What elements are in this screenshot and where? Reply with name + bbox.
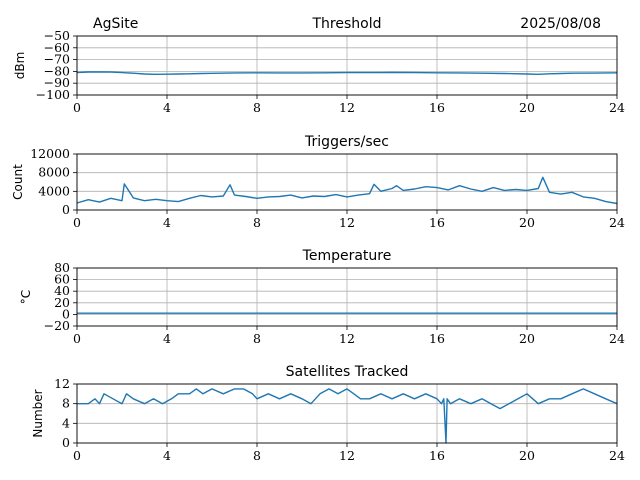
x-tick-label: 8 [253, 215, 261, 230]
y-tick-label: 8 [62, 396, 70, 411]
panel-title: Triggers/sec [304, 134, 389, 150]
x-tick-label: 0 [73, 448, 81, 463]
date-label: 2025/08/08 [520, 16, 601, 32]
x-tick-label: 16 [429, 100, 445, 115]
x-tick-label: 0 [73, 331, 81, 346]
x-tick-label: 24 [609, 100, 625, 115]
x-tick-label: 16 [429, 448, 445, 463]
x-tick-label: 4 [163, 100, 171, 115]
y-tick-label: 0 [62, 202, 70, 217]
x-tick-label: 8 [253, 331, 261, 346]
x-tick-label: 16 [429, 215, 445, 230]
y-axis-label: Count [11, 164, 25, 200]
x-tick-label: 4 [163, 215, 171, 230]
panel-3: 0 4 8 12 16 20 24 0 4 8 12 Satellites Tracked Number [31, 364, 625, 463]
y-tick-label: −90 [44, 75, 70, 90]
y-tick-label: −20 [44, 318, 70, 333]
x-tick-label: 12 [339, 448, 355, 463]
y-tick-label: 60 [54, 272, 70, 287]
y-tick-label: 12000 [30, 146, 70, 161]
series-line-1-0 [76, 176, 618, 205]
y-axis-label: dBm [13, 52, 27, 80]
y-tick-label: 0 [62, 435, 70, 450]
y-tick-label: −60 [44, 40, 70, 55]
x-tick-label: 16 [429, 331, 445, 346]
y-tick-label: 4 [62, 415, 70, 430]
x-tick-label: 24 [609, 448, 625, 463]
y-tick-label: −50 [44, 28, 70, 43]
y-axis-label: Number [31, 389, 45, 437]
y-tick-label: 20 [54, 295, 70, 310]
panel-title: Threshold [312, 16, 382, 32]
y-tick-label: −70 [44, 52, 70, 67]
x-tick-label: 8 [253, 100, 261, 115]
y-axis-label: °C [19, 290, 33, 304]
x-tick-label: 8 [253, 448, 261, 463]
x-tick-label: 4 [163, 331, 171, 346]
x-tick-label: 20 [519, 448, 535, 463]
panel-title: Temperature [302, 248, 392, 264]
panel-title: Satellites Tracked [286, 364, 409, 380]
y-tick-label: 40 [54, 283, 70, 298]
y-tick-label: 4000 [38, 183, 70, 198]
panel-1: 0 4 8 12 16 20 24 0 4000 8000 12000 Triggers/sec Cou… [11, 134, 625, 230]
panel-0: 0 4 8 12 16 20 24 −100−90−80−70−60−50 Threshold d… [13, 16, 625, 115]
x-tick-label: 0 [73, 100, 81, 115]
y-tick-label: −100 [36, 87, 70, 102]
y-tick-label: 0 [62, 306, 70, 321]
y-tick-label: 80 [54, 260, 70, 275]
x-tick-label: 20 [519, 215, 535, 230]
y-tick-label: 8000 [38, 165, 70, 180]
series-line-3-0 [77, 388, 618, 444]
series-line-0-0 [76, 71, 618, 76]
x-tick-label: 24 [609, 215, 625, 230]
x-tick-label: 20 [519, 331, 535, 346]
x-tick-label: 12 [339, 100, 355, 115]
x-tick-label: 4 [163, 448, 171, 463]
y-tick-label: −80 [44, 63, 70, 78]
x-tick-label: 12 [339, 331, 355, 346]
x-tick-label: 24 [609, 331, 625, 346]
x-tick-label: 12 [339, 215, 355, 230]
site-label: AgSite [93, 16, 138, 32]
y-tick-label: 12 [54, 376, 70, 391]
x-tick-label: 0 [73, 215, 81, 230]
x-tick-label: 20 [519, 100, 535, 115]
